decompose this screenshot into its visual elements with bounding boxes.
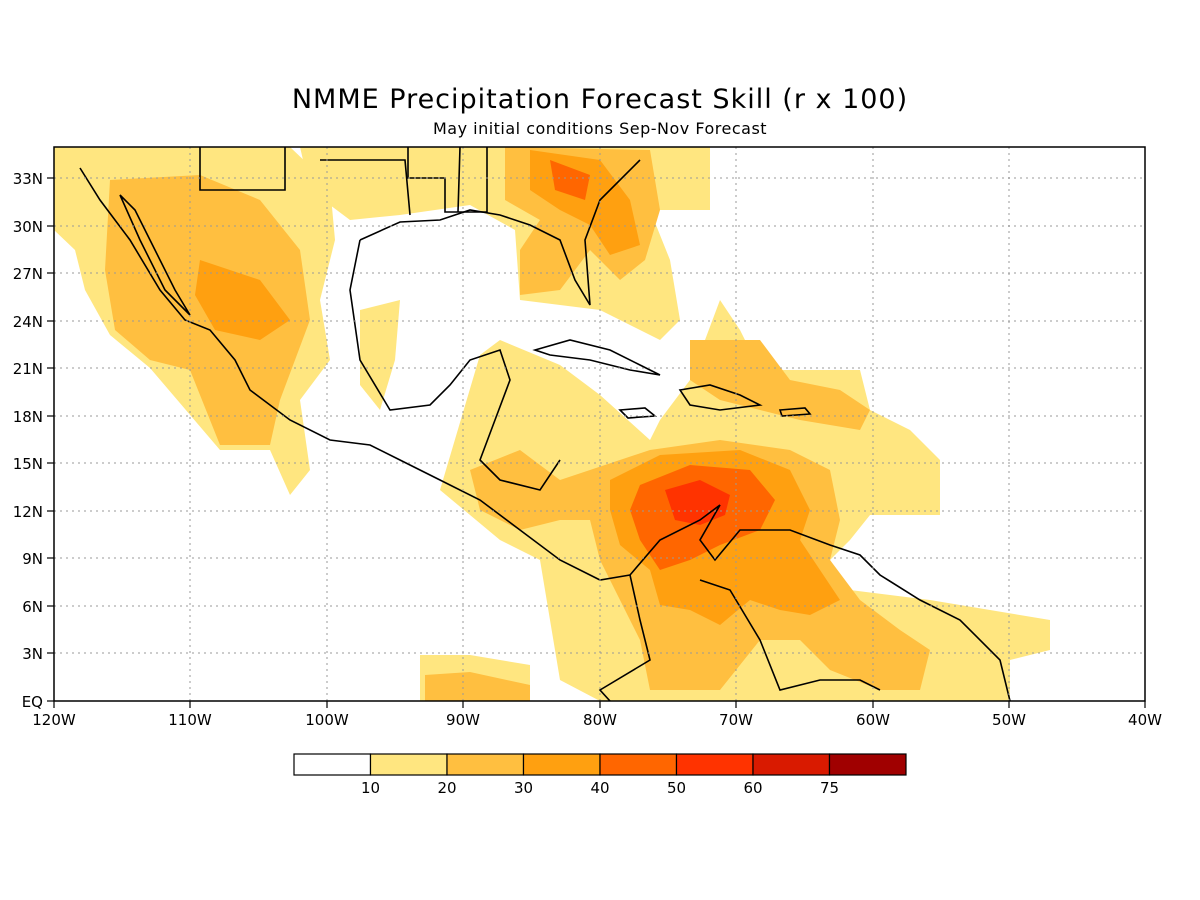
lat-tick-label: 30N — [13, 218, 43, 236]
border-us-mexico — [199, 147, 411, 216]
coastline-mexico-pacific — [79, 167, 631, 581]
lat-tick-label: 18N — [13, 408, 43, 426]
coastline-puerto-rico — [778, 407, 812, 417]
lon-tick-label: 40W — [1128, 711, 1162, 729]
coastline-gulf — [359, 159, 641, 306]
colorbar-swatch — [599, 753, 678, 776]
colorbar — [293, 753, 907, 776]
skill-region-seus-peak — [550, 160, 590, 200]
lon-tick-label: 50W — [992, 711, 1026, 729]
colorbar-label: 40 — [590, 779, 609, 797]
lat-tick-label: 24N — [13, 313, 43, 331]
lat-tick-label: 33N — [13, 170, 43, 188]
colorbar-label: 20 — [437, 779, 456, 797]
colorbar-labels: 10 20 30 40 50 60 75 — [361, 779, 839, 797]
skill-region-gulf-east — [360, 300, 400, 410]
coastline-baja — [119, 194, 191, 316]
map-subtitle: May initial conditions Sep-Nov Forecast — [432, 119, 768, 138]
skill-shading — [54, 147, 1050, 701]
lat-labels: 33N 30N 27N 24N 21N 18N 15N 12N 9N 6N 3N… — [13, 170, 43, 711]
colorbar-swatch — [752, 753, 831, 776]
lat-tick-label: 27N — [13, 265, 43, 283]
colorbar-label: 10 — [361, 779, 380, 797]
lon-tick-label: 110W — [168, 711, 212, 729]
lon-tick-label: 100W — [305, 711, 349, 729]
colorbar-label: 60 — [743, 779, 762, 797]
lat-tick-label: 15N — [13, 455, 43, 473]
skill-region-venezuela-peak — [665, 480, 730, 525]
lon-tick-label: 90W — [446, 711, 480, 729]
colorbar-swatch — [446, 753, 525, 776]
coastline-hispaniola — [678, 384, 763, 411]
map-title: NMME Precipitation Forecast Skill (r x 1… — [291, 84, 909, 115]
colorbar-swatch — [522, 753, 601, 776]
lon-labels: 120W 110W 100W 90W 80W 70W 60W 50W 40W — [32, 711, 1162, 729]
lat-tick-label: 12N — [13, 503, 43, 521]
skill-region-pacific-mid — [425, 672, 530, 701]
lat-tick-label: 3N — [22, 645, 43, 663]
lat-tick-label: 9N — [22, 550, 43, 568]
colorbar-swatch — [369, 753, 448, 776]
lat-tick-label: 6N — [22, 598, 43, 616]
gridlines — [54, 147, 1145, 701]
lat-tick-label: EQ — [22, 693, 43, 711]
border-venezuela-colombia — [699, 579, 881, 691]
lon-tick-label: 70W — [719, 711, 753, 729]
lon-tick-label: 120W — [32, 711, 76, 729]
skill-region-mexico-high — [195, 260, 290, 340]
skill-region-hispaniola — [690, 340, 870, 430]
colorbar-label: 50 — [667, 779, 686, 797]
coastlines — [79, 147, 1011, 701]
coastline-cuba — [532, 339, 661, 376]
coastline-south-america — [629, 504, 1011, 701]
lon-tick-label: 60W — [856, 711, 890, 729]
coastline-mexico-gulf — [349, 239, 561, 491]
border-us-states — [407, 147, 488, 213]
colorbar-swatch — [828, 753, 907, 776]
axis-ticks — [47, 177, 1146, 708]
colorbar-label: 75 — [820, 779, 839, 797]
coastline-andes — [598, 574, 651, 701]
lon-tick-label: 80W — [583, 711, 617, 729]
colorbar-swatch — [675, 753, 754, 776]
lat-tick-label: 21N — [13, 360, 43, 378]
colorbar-swatch — [293, 753, 372, 776]
colorbar-label: 30 — [514, 779, 533, 797]
